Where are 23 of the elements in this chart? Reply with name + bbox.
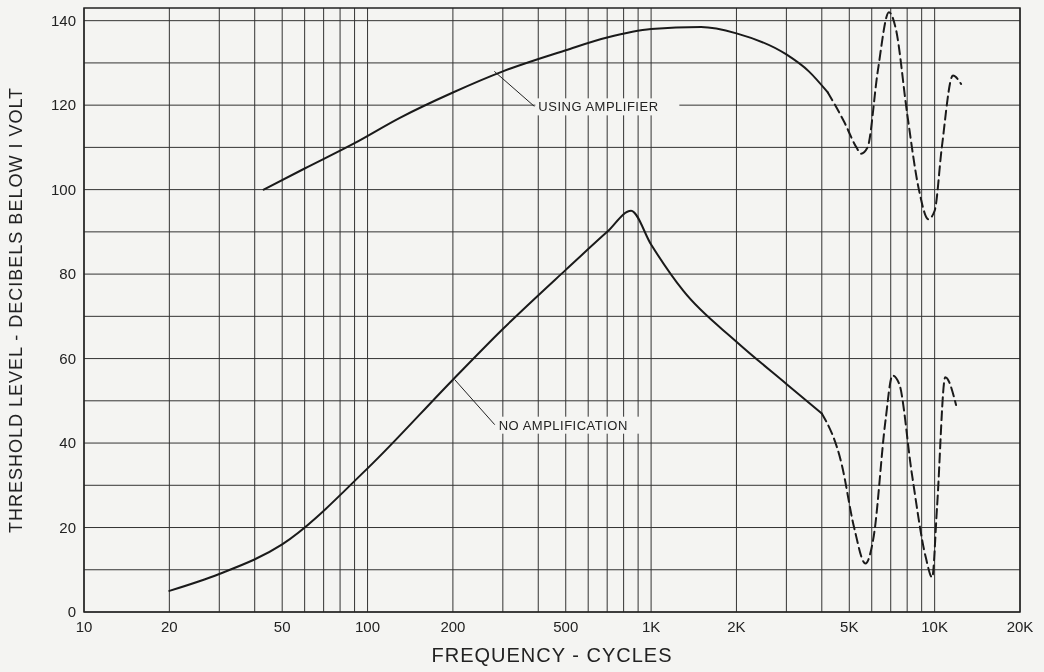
x-tick-label: 50 bbox=[273, 618, 291, 635]
y-tick-label: 40 bbox=[59, 434, 76, 452]
y-tick-label: 20 bbox=[59, 518, 76, 536]
x-tick-label: 10 bbox=[75, 618, 93, 635]
y-tick-label: 80 bbox=[59, 265, 76, 283]
x-tick-label: 20 bbox=[161, 618, 178, 635]
x-tick-label: 1K bbox=[641, 618, 661, 635]
y-axis-title: THRESHOLD LEVEL - DECIBELS BELOW I VOLT bbox=[6, 86, 26, 534]
x-axis-title: FREQUENCY - CYCLES bbox=[431, 644, 673, 666]
y-tick-label: 120 bbox=[50, 96, 76, 114]
x-tick-label: 500 bbox=[553, 618, 579, 635]
x-tick-label: 20K bbox=[1006, 618, 1034, 635]
x-tick-label: 100 bbox=[355, 618, 381, 635]
annotation: USING AMPLIFIER bbox=[538, 99, 659, 115]
x-tick-label: 200 bbox=[440, 618, 466, 635]
y-tick-label: 100 bbox=[50, 180, 76, 198]
y-tick-label: 140 bbox=[50, 11, 76, 29]
x-tick-label: 2K bbox=[727, 618, 746, 635]
x-tick-label: 5K bbox=[840, 618, 859, 635]
y-tick-label: 0 bbox=[67, 603, 76, 620]
y-tick-label: 60 bbox=[59, 349, 76, 367]
annotation: NO AMPLIFICATION bbox=[498, 417, 628, 433]
x-tick-label: 10K bbox=[921, 618, 948, 635]
